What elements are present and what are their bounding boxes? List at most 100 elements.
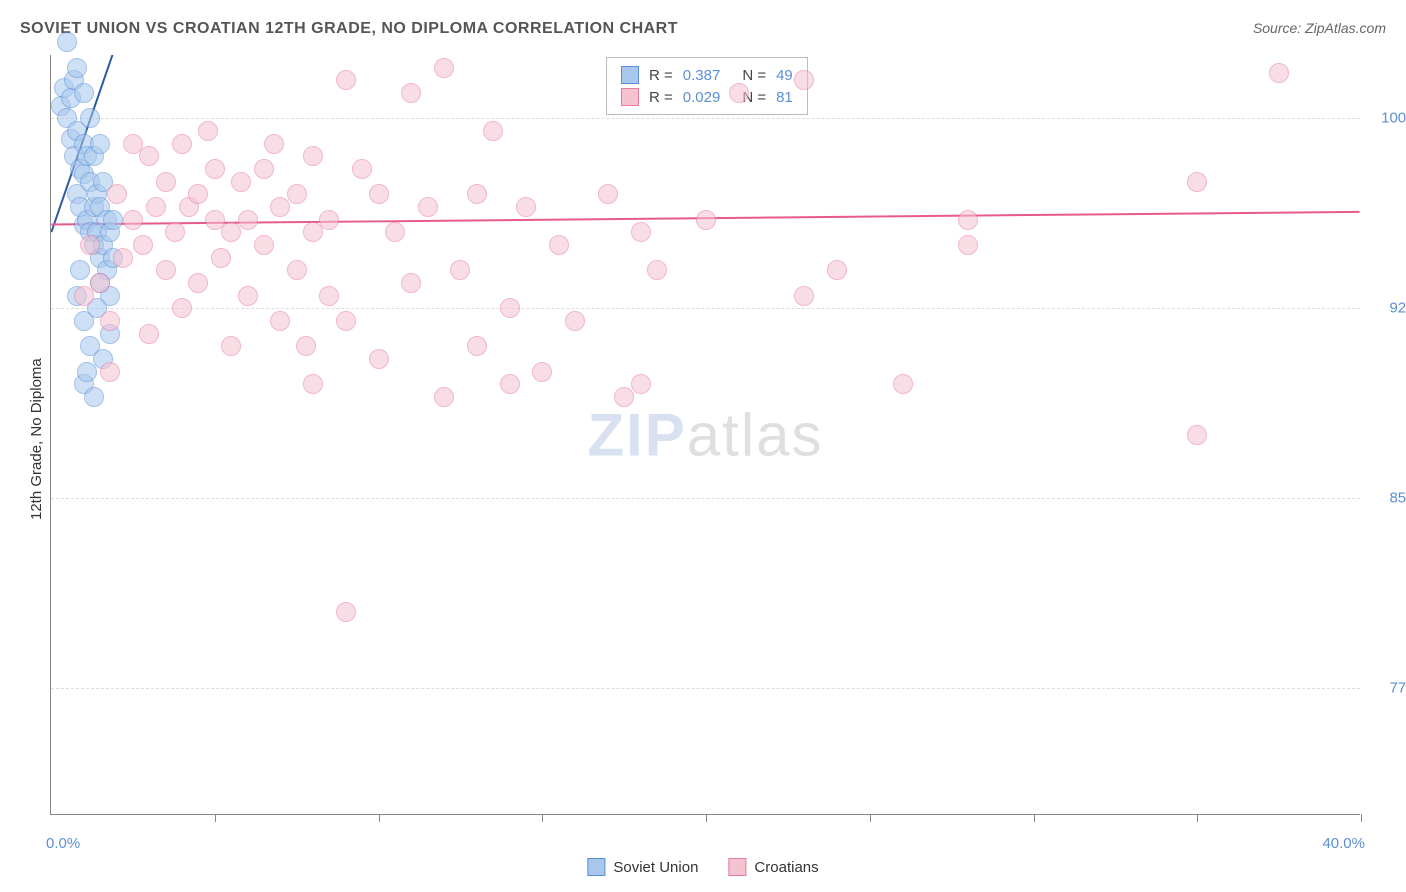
data-point (827, 260, 847, 280)
data-point (483, 121, 503, 141)
plot-area: ZIPatlas R =0.387N =49R =0.029N =81 0.0%… (50, 55, 1360, 815)
r-label: R = (649, 67, 673, 84)
data-point (418, 197, 438, 217)
r-value: 0.387 (683, 67, 721, 84)
n-value: 49 (776, 67, 793, 84)
data-point (172, 134, 192, 154)
watermark-rest: atlas (687, 401, 824, 468)
data-point (67, 58, 87, 78)
data-point (631, 222, 651, 242)
data-point (516, 197, 536, 217)
legend-series-item: Soviet Union (587, 858, 698, 876)
trend-lines (51, 55, 1360, 814)
gridline-h (51, 688, 1360, 689)
data-point (80, 108, 100, 128)
legend-series: Soviet UnionCroatians (587, 858, 818, 876)
chart-container: SOVIET UNION VS CROATIAN 12TH GRADE, NO … (0, 0, 1406, 892)
data-point (1187, 172, 1207, 192)
data-point (211, 248, 231, 268)
n-value: 81 (776, 89, 793, 106)
data-point (156, 172, 176, 192)
data-point (303, 146, 323, 166)
data-point (221, 336, 241, 356)
gridline-h (51, 498, 1360, 499)
data-point (84, 387, 104, 407)
data-point (1187, 425, 1207, 445)
gridline-h (51, 308, 1360, 309)
data-point (401, 273, 421, 293)
data-point (221, 222, 241, 242)
data-point (401, 83, 421, 103)
data-point (369, 184, 389, 204)
legend-swatch (621, 66, 639, 84)
data-point (434, 387, 454, 407)
data-point (647, 260, 667, 280)
gridline-h (51, 118, 1360, 119)
data-point (450, 260, 470, 280)
data-point (165, 222, 185, 242)
data-point (287, 260, 307, 280)
data-point (77, 362, 97, 382)
data-point (90, 273, 110, 293)
data-point (467, 184, 487, 204)
data-point (74, 286, 94, 306)
data-point (631, 374, 651, 394)
legend-series-label: Soviet Union (613, 859, 698, 876)
data-point (532, 362, 552, 382)
data-point (238, 210, 258, 230)
data-point (270, 311, 290, 331)
watermark-zip: ZIP (587, 401, 686, 468)
x-tick (215, 814, 216, 822)
data-point (57, 32, 77, 52)
data-point (231, 172, 251, 192)
y-tick-label: 85.0% (1389, 490, 1406, 507)
legend-swatch (728, 858, 746, 876)
data-point (74, 83, 94, 103)
y-tick-label: 100.0% (1381, 110, 1406, 127)
data-point (133, 235, 153, 255)
data-point (549, 235, 569, 255)
data-point (303, 222, 323, 242)
data-point (303, 374, 323, 394)
y-tick-label: 92.5% (1389, 300, 1406, 317)
data-point (146, 197, 166, 217)
data-point (254, 159, 274, 179)
legend-stat-row: R =0.029N =81 (621, 86, 793, 108)
x-tick (1034, 814, 1035, 822)
data-point (598, 184, 618, 204)
data-point (369, 349, 389, 369)
data-point (696, 210, 716, 230)
data-point (319, 210, 339, 230)
data-point (123, 210, 143, 230)
watermark: ZIPatlas (587, 400, 823, 469)
x-tick (706, 814, 707, 822)
data-point (205, 159, 225, 179)
x-axis-min-label: 0.0% (46, 835, 80, 852)
data-point (90, 134, 110, 154)
x-tick (870, 814, 871, 822)
data-point (188, 184, 208, 204)
data-point (319, 286, 339, 306)
data-point (893, 374, 913, 394)
data-point (287, 184, 307, 204)
n-label: N = (742, 67, 766, 84)
y-axis-label: 12th Grade, No Diploma (28, 358, 45, 520)
data-point (188, 273, 208, 293)
data-point (139, 324, 159, 344)
data-point (614, 387, 634, 407)
data-point (100, 362, 120, 382)
data-point (70, 260, 90, 280)
data-point (254, 235, 274, 255)
data-point (172, 298, 192, 318)
data-point (500, 374, 520, 394)
legend-stat-row: R = 0.387 N = 49 (621, 64, 793, 86)
x-tick (542, 814, 543, 822)
data-point (336, 602, 356, 622)
r-label: R = (649, 89, 673, 106)
legend-stats: R = 0.387 N = 49 R =0.029N =81 (606, 57, 808, 115)
y-tick-label: 77.5% (1389, 680, 1406, 697)
data-point (139, 146, 159, 166)
legend-swatch (587, 858, 605, 876)
data-point (794, 70, 814, 90)
data-point (113, 248, 133, 268)
